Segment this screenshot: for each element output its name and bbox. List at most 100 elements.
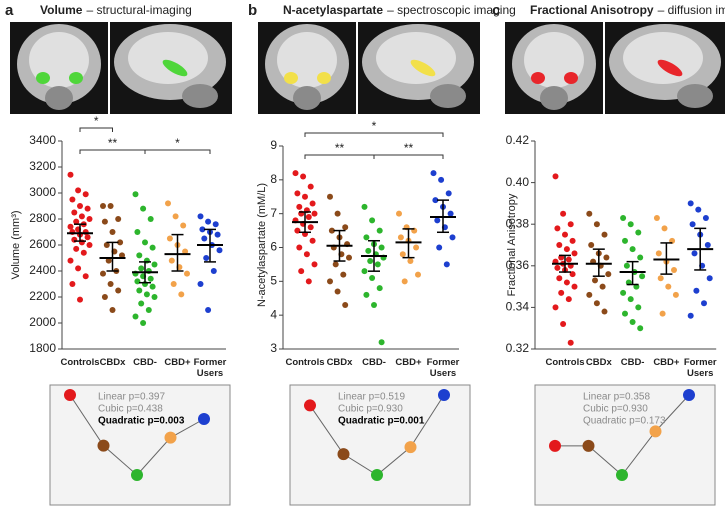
y-tick-label: 0.32 [506,341,530,355]
data-point [142,239,148,246]
data-point [298,268,305,275]
data-point [117,239,124,246]
significance-label: * [94,114,99,128]
y-tick-label: 2000 [29,315,56,329]
data-point [671,266,677,273]
p-value: Cubic p=0.930 [338,404,403,415]
data-point [620,214,627,221]
data-point [100,203,106,209]
x-tick-label: CBD+ [653,357,680,368]
data-point [147,216,154,222]
data-point [107,203,114,209]
significance-bracket [304,154,375,159]
p-value: Quadratic p=0.003 [98,416,185,427]
data-point [149,283,156,290]
trend-point [616,469,628,481]
data-point [105,257,112,264]
region [657,59,683,77]
y-tick-label: 0.36 [506,258,530,272]
data-point [294,227,301,234]
p-value: Cubic p=0.930 [583,404,648,415]
y-tick-label: 3200 [29,159,56,173]
panel-title: N-acetylaspartate – spectroscopic imaging [283,3,516,17]
data-point [565,256,572,263]
data-point [84,205,91,212]
data-point [432,197,439,204]
data-point [605,271,612,278]
y-tick-label: 3400 [29,133,56,147]
data-point [86,216,93,222]
brain-shape [128,32,208,84]
data-point [436,244,443,251]
data-point [115,287,122,294]
data-point [178,291,185,298]
data-point [143,291,150,298]
data-point [702,214,709,221]
data-point [599,283,606,290]
data-point [447,210,454,217]
data-point [184,270,190,277]
data-point [588,242,595,248]
data-point [168,257,175,264]
data-point [430,170,437,177]
data-point [203,255,210,261]
trend-point [404,441,417,454]
data-point [413,244,420,251]
data-point [672,291,679,298]
data-point [294,190,301,197]
data-point [201,235,208,242]
y-tick-label: 2600 [29,237,56,251]
data-point [691,250,698,257]
region [564,72,578,84]
data-point [558,289,565,296]
data-point [552,304,559,311]
region [36,72,50,84]
significance-label: ** [108,136,118,150]
x-tick-label: Former Users [426,357,460,379]
x-tick-label: CBD+ [395,357,422,368]
data-point [107,281,114,287]
p-value: Linear p=0.519 [338,392,405,403]
data-point [449,234,456,241]
trend-point [64,389,76,401]
data-point [639,273,646,280]
data-point [307,183,314,190]
data-point [567,339,574,346]
data-point [210,268,217,274]
data-point [629,246,636,253]
data-point [311,210,318,217]
data-point [376,285,383,292]
y-axis-label: N-acetylaspartate (mM/L) [256,183,268,307]
data-point [627,296,634,303]
data-point [82,273,89,280]
data-point [165,200,171,207]
data-point [145,307,152,313]
data-point [563,246,570,253]
x-tick-label: CBDx [326,357,353,368]
data-point [567,221,574,228]
data-point [622,237,628,244]
trend-point [337,448,350,461]
data-point [205,218,212,225]
data-point [205,307,212,313]
data-point [327,278,333,285]
data-point [100,270,106,277]
y-tick-label: 1800 [29,341,56,355]
data-point [109,307,116,313]
x-tick-label: CBD+ [164,357,191,368]
brain-shape [623,32,703,84]
data-point [86,242,93,248]
region [162,59,188,77]
data-point [340,271,347,278]
data-point [438,176,445,183]
data-point [77,296,83,303]
data-point [140,320,147,326]
data-point [601,231,608,238]
trend-box [49,384,231,506]
data-point [635,304,642,311]
y-tick-label: 3000 [29,185,56,199]
data-point [361,203,368,210]
data-point [305,278,312,285]
brain-shape [182,84,218,108]
